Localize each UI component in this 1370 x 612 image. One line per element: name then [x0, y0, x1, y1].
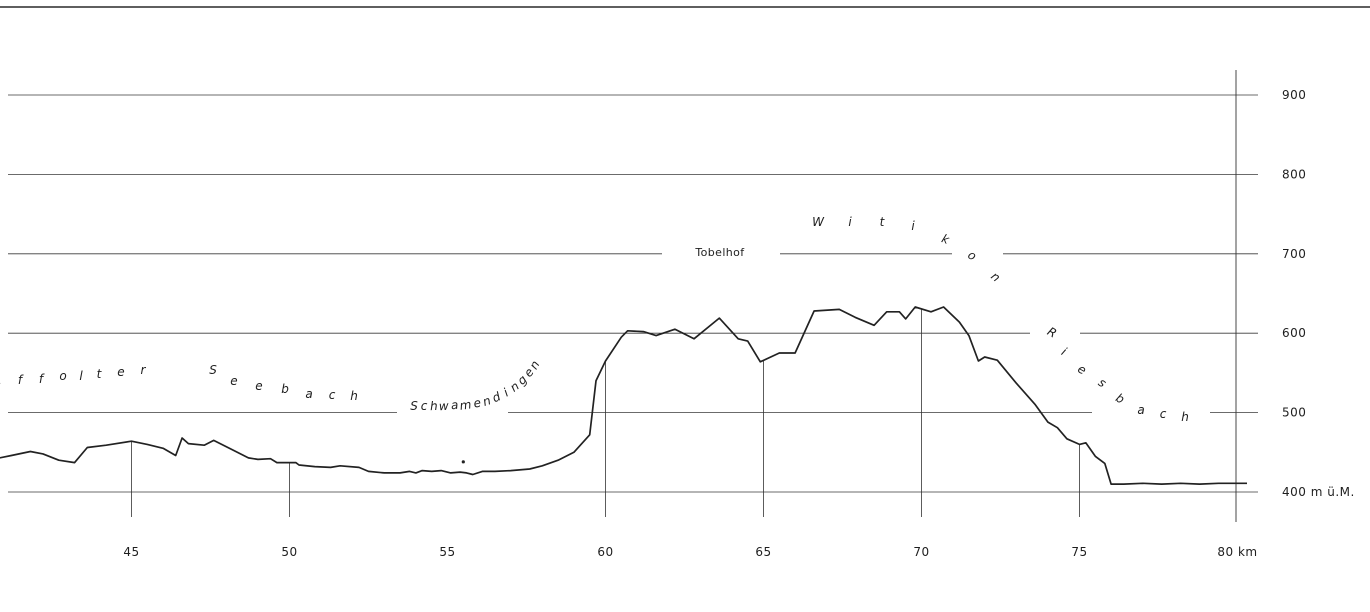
witikon-letter: k: [940, 231, 952, 247]
seebach-letter: S: [209, 363, 217, 377]
affoltern-letter: e: [117, 365, 124, 379]
seebach-letter: e: [255, 379, 262, 393]
x-tick-label-60: 60: [597, 545, 613, 559]
riesbach-letter: a: [1137, 403, 1144, 417]
schwamendingen-letter: a: [450, 398, 459, 413]
affoltern-letter: r: [141, 363, 147, 377]
schwamendingen-letter: d: [490, 389, 503, 405]
x-tick-label-45: 45: [123, 545, 139, 559]
x-tick-label-65: 65: [755, 545, 771, 559]
riesbach-letter: R: [1045, 324, 1059, 340]
schwamendingen-letter: c: [421, 399, 428, 413]
schwamendingen-letter: e: [472, 395, 482, 410]
seebach-letter: c: [329, 388, 336, 402]
affoltern-letter: f: [39, 372, 45, 386]
schwamendingen-letter: i: [501, 385, 511, 399]
grid-layer: [8, 70, 1258, 522]
schwamendingen-letter: m: [459, 397, 473, 412]
riesbach-letter: c: [1160, 407, 1167, 421]
elevation-series: [0, 306, 1247, 485]
tick-labels: 45 50 55 60 65 70 75 80 km 400 m ü.M. 500 600 700 80…: [123, 88, 1354, 559]
elevation-line: [0, 306, 1247, 485]
y-tick-label-900: 900: [1282, 88, 1306, 102]
y-tick-label-800: 800: [1282, 167, 1306, 181]
x-tick-label-70: 70: [913, 545, 929, 559]
schwamendingen-letter: h: [430, 399, 438, 413]
schwamendingen-letter: n: [481, 393, 493, 409]
schwamendingen-letter: w: [438, 399, 449, 414]
riesbach-letter: e: [1075, 362, 1088, 378]
riesbach-letter: i: [1059, 345, 1069, 359]
seebach-letter: a: [305, 387, 312, 401]
schwamendingen-letter: S: [410, 399, 418, 413]
x-tick-label-50: 50: [281, 545, 297, 559]
riesbach-letter: s: [1096, 375, 1109, 390]
affoltern-letter: t: [97, 367, 103, 381]
y-tick-label-600: 600: [1282, 326, 1306, 340]
seebach-letter: b: [281, 382, 289, 396]
affoltern-letter: o: [59, 369, 66, 383]
riesbach-letter: b: [1113, 391, 1127, 407]
x-tick-label-55: 55: [439, 545, 455, 559]
affoltern-letter: f: [18, 373, 24, 387]
seebach-letter: h: [350, 389, 358, 403]
tobelhof-label: Tobelhof: [694, 246, 745, 259]
y-tick-label-400: 400 m ü.M.: [1282, 485, 1355, 499]
x-tick-label-75: 75: [1071, 545, 1087, 559]
affoltern-letter: l: [79, 369, 83, 383]
y-tick-label-700: 700: [1282, 247, 1306, 261]
x-tick-label-80: 80 km: [1217, 545, 1257, 559]
witikon-letter: i: [911, 219, 915, 233]
survey-point: [461, 460, 465, 464]
witikon-letter: o: [965, 248, 978, 264]
riesbach-letter: h: [1181, 410, 1189, 424]
witikon-letter: i: [848, 215, 852, 229]
witikon-letter: n: [988, 269, 1003, 285]
affoltern-letter: A: [0, 373, 1, 387]
km-marker-lines: [131, 308, 1080, 517]
witikon-letter: t: [880, 215, 886, 229]
y-tick-label-500: 500: [1282, 406, 1306, 420]
witikon-letter: W: [812, 215, 825, 229]
seebach-letter: e: [230, 374, 237, 388]
